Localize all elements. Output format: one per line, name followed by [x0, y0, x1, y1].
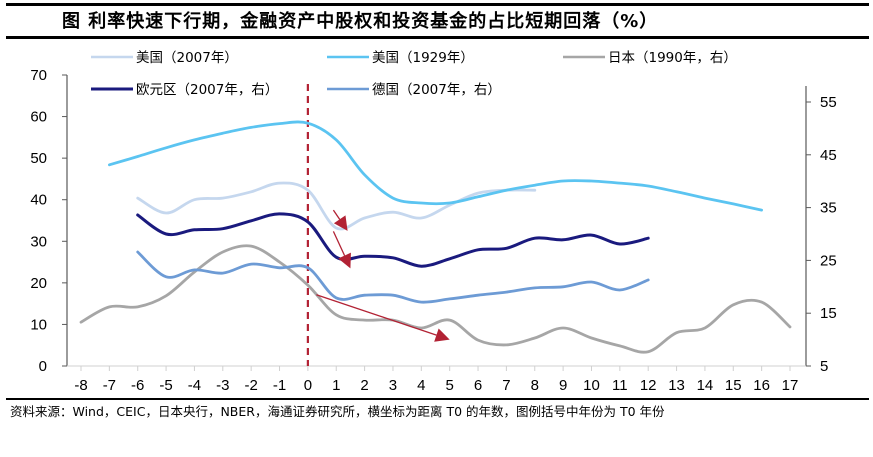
legend-label-eurozone-2007: 欧元区（2007年，右）: [136, 82, 278, 98]
left-axis-tick-label: 40: [30, 192, 47, 209]
source-divider: [6, 398, 869, 400]
annotation-arrow-line: [332, 231, 346, 256]
annotation-arrow-line: [332, 209, 341, 220]
x-axis-tick-label: -1: [273, 377, 286, 394]
title-bar: [6, 3, 869, 39]
left-axis-tick-label: 70: [30, 67, 47, 84]
x-axis-tick-label: 1: [332, 377, 340, 394]
right-axis-tick-label: 45: [820, 147, 837, 164]
x-axis-tick-label: 17: [782, 377, 799, 394]
annotation-arrow-head: [338, 252, 351, 269]
x-axis-tick-label: 9: [559, 377, 567, 394]
x-axis-tick-label: -6: [131, 377, 144, 394]
series-layer: [79, 84, 792, 366]
x-axis-tick-label: 4: [417, 377, 425, 394]
right-axis-tick-label: 35: [820, 200, 837, 217]
right-axis-tick-label: 5: [820, 358, 828, 375]
left-axis-tick-label: 20: [30, 275, 47, 292]
legend-label-germany-2007: 德国（2007年，右）: [372, 82, 501, 98]
x-axis-tick-label: 5: [446, 377, 454, 394]
legend-label-japan-1990: 日本（1990年，右）: [608, 50, 737, 66]
right-axis-tick-label: 55: [820, 94, 837, 111]
annotation-arrow-line: [316, 294, 437, 336]
x-axis-tick-label: 13: [668, 377, 685, 394]
legend-label-us-1929: 美国（1929年）: [372, 50, 474, 66]
left-axis-tick-label: 30: [30, 233, 47, 250]
source-note: 资料来源：Wind，CEIC，日本央行，NBER，海通证券研究所，横坐标为距离 …: [10, 404, 665, 419]
x-axis-tick-label: -2: [244, 377, 257, 394]
right-axis-tick-label: 25: [820, 252, 837, 269]
x-axis-tick-label: -8: [74, 377, 87, 394]
x-axis-tick-label: 14: [697, 377, 714, 394]
x-axis-tick-label: -5: [159, 377, 172, 394]
annotation-layer: [316, 209, 450, 342]
x-axis-tick-label: 0: [304, 377, 312, 394]
x-axis-tick-label: 2: [360, 377, 368, 394]
x-axis-tick-label: 11: [612, 377, 628, 394]
x-axis-tick-label: -4: [188, 377, 201, 394]
x-axis-tick-label: 8: [531, 377, 539, 394]
series-line-germany-2007: [136, 250, 650, 304]
x-axis-tick-label: 10: [583, 377, 600, 394]
chart-title: 图 利率快速下行期，金融资产中股权和投资基金的占比短期回落（%）: [62, 11, 659, 32]
annotation-arrow-head: [333, 215, 348, 231]
left-axis-tick-label: 60: [30, 109, 47, 126]
series-line-eurozone-2007: [136, 212, 650, 268]
left-axis-tick-label: 10: [30, 316, 47, 333]
x-axis-tick-label: 12: [640, 377, 657, 394]
legend-label-us-2007: 美国（2007年）: [136, 50, 238, 66]
right-axis-tick-label: 15: [820, 305, 837, 322]
x-axis-tick-label: 7: [502, 377, 510, 394]
series-line-us-2007: [136, 181, 537, 231]
left-axis-tick-label: 50: [30, 150, 47, 167]
annotation-arrow-head: [434, 328, 450, 342]
x-axis-tick-label: -7: [103, 377, 116, 394]
left-axis-tick-label: 0: [39, 358, 47, 375]
x-axis-tick-label: 16: [753, 377, 770, 394]
x-axis-tick-label: 6: [474, 377, 482, 394]
x-axis-tick-label: 15: [725, 377, 742, 394]
x-axis-tick-label: -3: [216, 377, 229, 394]
series-line-japan-1990: [79, 244, 792, 354]
series-line-us-1929: [108, 120, 763, 212]
x-axis-tick-label: 3: [389, 377, 397, 394]
legend: 美国（2007年） 美国（1929年） 日本（1990年，右） 欧元区（2007年，右…: [91, 50, 737, 98]
